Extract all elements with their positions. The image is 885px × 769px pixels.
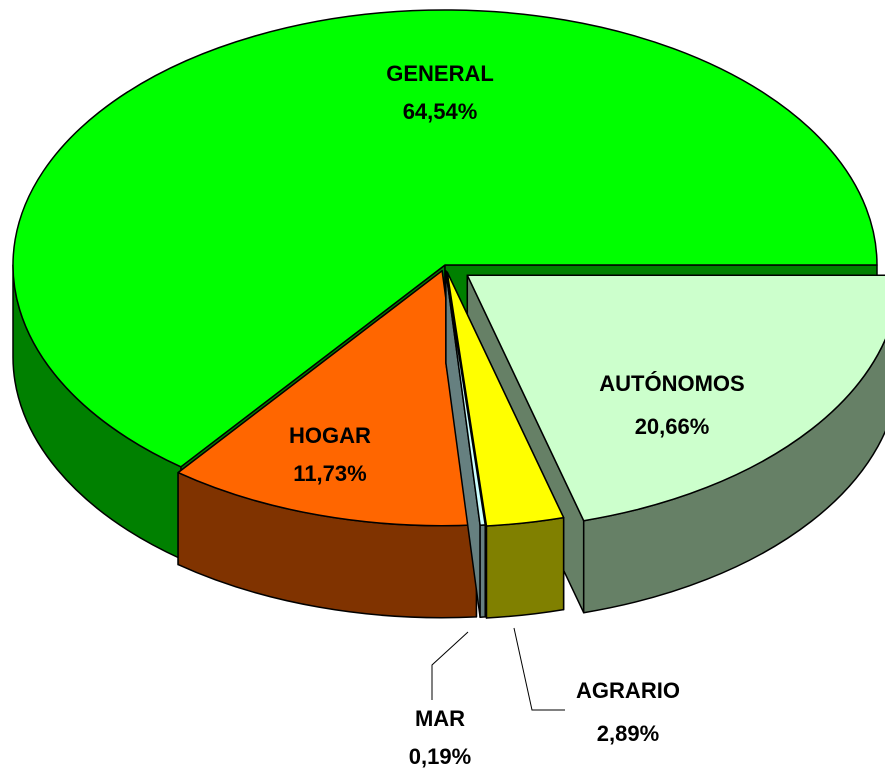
slice-side <box>479 524 486 618</box>
slice-side <box>485 516 565 619</box>
slice-label: AGRARIO <box>576 678 680 703</box>
slice <box>12 9 878 468</box>
leader-line <box>513 627 565 711</box>
leader-line <box>431 631 469 700</box>
slice-value-label: 0,19% <box>409 744 471 769</box>
slice <box>446 271 565 527</box>
slice <box>466 274 885 522</box>
slice-value-label: 64,54% <box>403 99 478 124</box>
slice-value-label: 2,89% <box>597 721 659 746</box>
slice-label: HOGAR <box>289 423 371 448</box>
slice <box>445 270 486 526</box>
slice-value-label: 20,66% <box>635 414 710 439</box>
slice <box>177 270 478 527</box>
slice-label: AUTÓNOMOS <box>599 371 744 396</box>
slice-label: GENERAL <box>386 61 494 86</box>
slice-value-label: 11,73% <box>293 461 366 486</box>
slice-label: MAR <box>415 706 465 731</box>
